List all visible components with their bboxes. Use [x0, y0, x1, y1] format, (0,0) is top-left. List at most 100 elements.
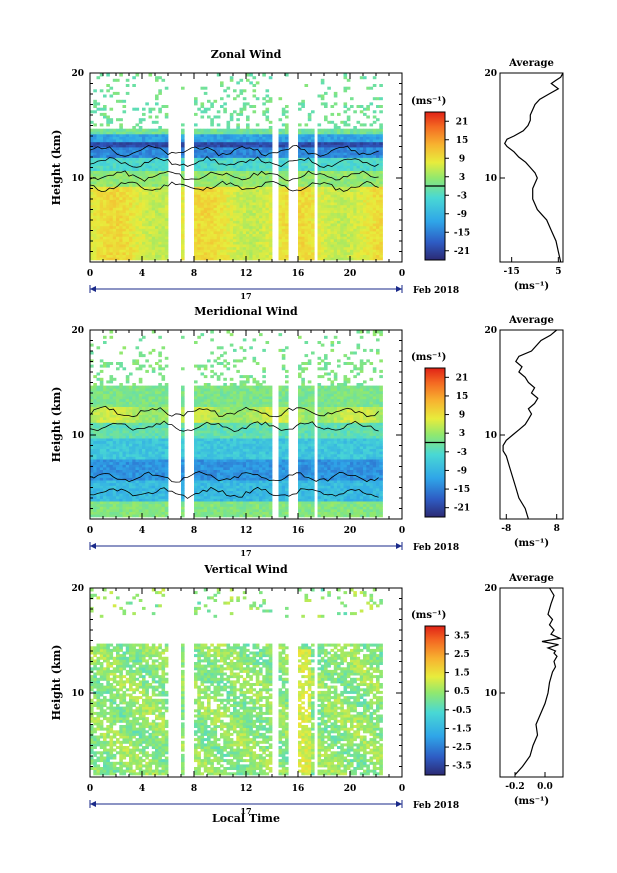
- heatmap-cell: [333, 149, 338, 153]
- heatmap-cell: [99, 503, 104, 507]
- heatmap-cell: [119, 446, 123, 449]
- heatmap-cell: [96, 257, 101, 261]
- heatmap-cell: [112, 464, 117, 468]
- heatmap-cell: [281, 160, 286, 164]
- heatmap-cell: [366, 147, 370, 150]
- heatmap-cell: [233, 147, 237, 150]
- heatmap-cell: [200, 210, 205, 213]
- heatmap-cell: [379, 144, 383, 148]
- heatmap-cell: [194, 252, 198, 255]
- heatmap-cell: [112, 390, 117, 394]
- heatmap-cell: [249, 231, 253, 234]
- heatmap-cell: [194, 241, 198, 245]
- heatmap-cell: [330, 136, 335, 140]
- heatmap-cell: [112, 252, 117, 255]
- heatmap-cell: [333, 133, 338, 137]
- heatmap-cell: [112, 453, 117, 457]
- heatmap-cell: [265, 173, 270, 177]
- heatmap-cell: [148, 107, 153, 111]
- heatmap-cell: [317, 136, 322, 140]
- heatmap-cell: [161, 223, 166, 227]
- heatmap-cell: [233, 228, 237, 232]
- heatmap-cell: [145, 170, 149, 174]
- heatmap-cell: [90, 212, 94, 216]
- heatmap-cell: [359, 215, 364, 219]
- heatmap-cell: [229, 207, 234, 211]
- x-tick-label: 8: [191, 269, 197, 279]
- heatmap-cell: [307, 233, 312, 237]
- heatmap-cell: [262, 215, 266, 219]
- heatmap-cell: [109, 139, 114, 143]
- heatmap-cell: [135, 238, 140, 242]
- heatmap-cell: [327, 236, 331, 240]
- heatmap-cell: [135, 168, 140, 171]
- heatmap-cell: [109, 254, 114, 258]
- heatmap-cell: [327, 202, 331, 206]
- heatmap-cell: [304, 196, 309, 200]
- heatmap-cell: [249, 160, 253, 164]
- heatmap-cell: [343, 141, 348, 145]
- heatmap-cell: [236, 210, 240, 213]
- heatmap-cell: [138, 126, 143, 129]
- heatmap-cell: [109, 385, 114, 389]
- heatmap-cell: [207, 99, 211, 103]
- heatmap-cell: [151, 215, 156, 219]
- heatmap-cell: [129, 490, 133, 494]
- heatmap-cell: [369, 133, 374, 137]
- heatmap-cell: [337, 212, 341, 216]
- heatmap-cell: [226, 246, 231, 250]
- heatmap-cell: [103, 105, 107, 108]
- heatmap-cell: [379, 170, 383, 174]
- heatmap-cell: [116, 196, 120, 200]
- heatmap-cell: [343, 86, 348, 90]
- heatmap-cell: [197, 178, 201, 182]
- heatmap-cell: [379, 131, 383, 135]
- heatmap-cell: [200, 133, 205, 137]
- heatmap-cell: [298, 215, 302, 219]
- heatmap-cell: [356, 238, 361, 242]
- heatmap-cell: [119, 404, 123, 407]
- heatmap-cell: [372, 152, 377, 156]
- heatmap-cell: [96, 464, 101, 468]
- heatmap-cell: [311, 238, 315, 242]
- heatmap-cell: [90, 501, 94, 505]
- heatmap-cell: [181, 212, 185, 216]
- heatmap-cell: [298, 152, 302, 156]
- heatmap-cell: [90, 359, 94, 363]
- heatmap-cell: [324, 115, 328, 119]
- heatmap-cell: [103, 398, 107, 402]
- heatmap-cell: [304, 152, 309, 156]
- heatmap-cell: [151, 165, 156, 169]
- heatmap-cell: [317, 225, 322, 229]
- heatmap-cell: [132, 189, 136, 192]
- heatmap-cell: [129, 477, 133, 481]
- heatmap-cell: [327, 212, 331, 216]
- heatmap-cell: [242, 157, 247, 161]
- heatmap-cell: [255, 249, 260, 253]
- heatmap-cell: [324, 210, 328, 213]
- heatmap-cell: [158, 223, 162, 227]
- heatmap-cell: [203, 157, 208, 161]
- heatmap-cell: [103, 141, 107, 145]
- heatmap-cell: [122, 388, 127, 392]
- heatmap-cell: [252, 133, 257, 137]
- heatmap-cell: [151, 128, 156, 132]
- heatmap-cell: [298, 168, 302, 171]
- heatmap-cell: [311, 141, 315, 145]
- heatmap-cell: [242, 189, 247, 192]
- heatmap-cell: [324, 147, 328, 150]
- heatmap-cell: [246, 238, 250, 242]
- heatmap-cell: [301, 238, 305, 242]
- heatmap-cell: [307, 186, 312, 190]
- heatmap-cell: [112, 212, 117, 216]
- heatmap-cell: [229, 223, 234, 227]
- heatmap-cell: [236, 236, 240, 240]
- heatmap-cell: [376, 136, 380, 140]
- heatmap-cell: [116, 217, 120, 221]
- heatmap-cell: [119, 126, 123, 129]
- heatmap-cell: [220, 225, 224, 229]
- heatmap-cell: [207, 254, 211, 258]
- heatmap-cell: [197, 228, 201, 232]
- heatmap-cell: [119, 99, 123, 103]
- heatmap-cell: [125, 467, 130, 470]
